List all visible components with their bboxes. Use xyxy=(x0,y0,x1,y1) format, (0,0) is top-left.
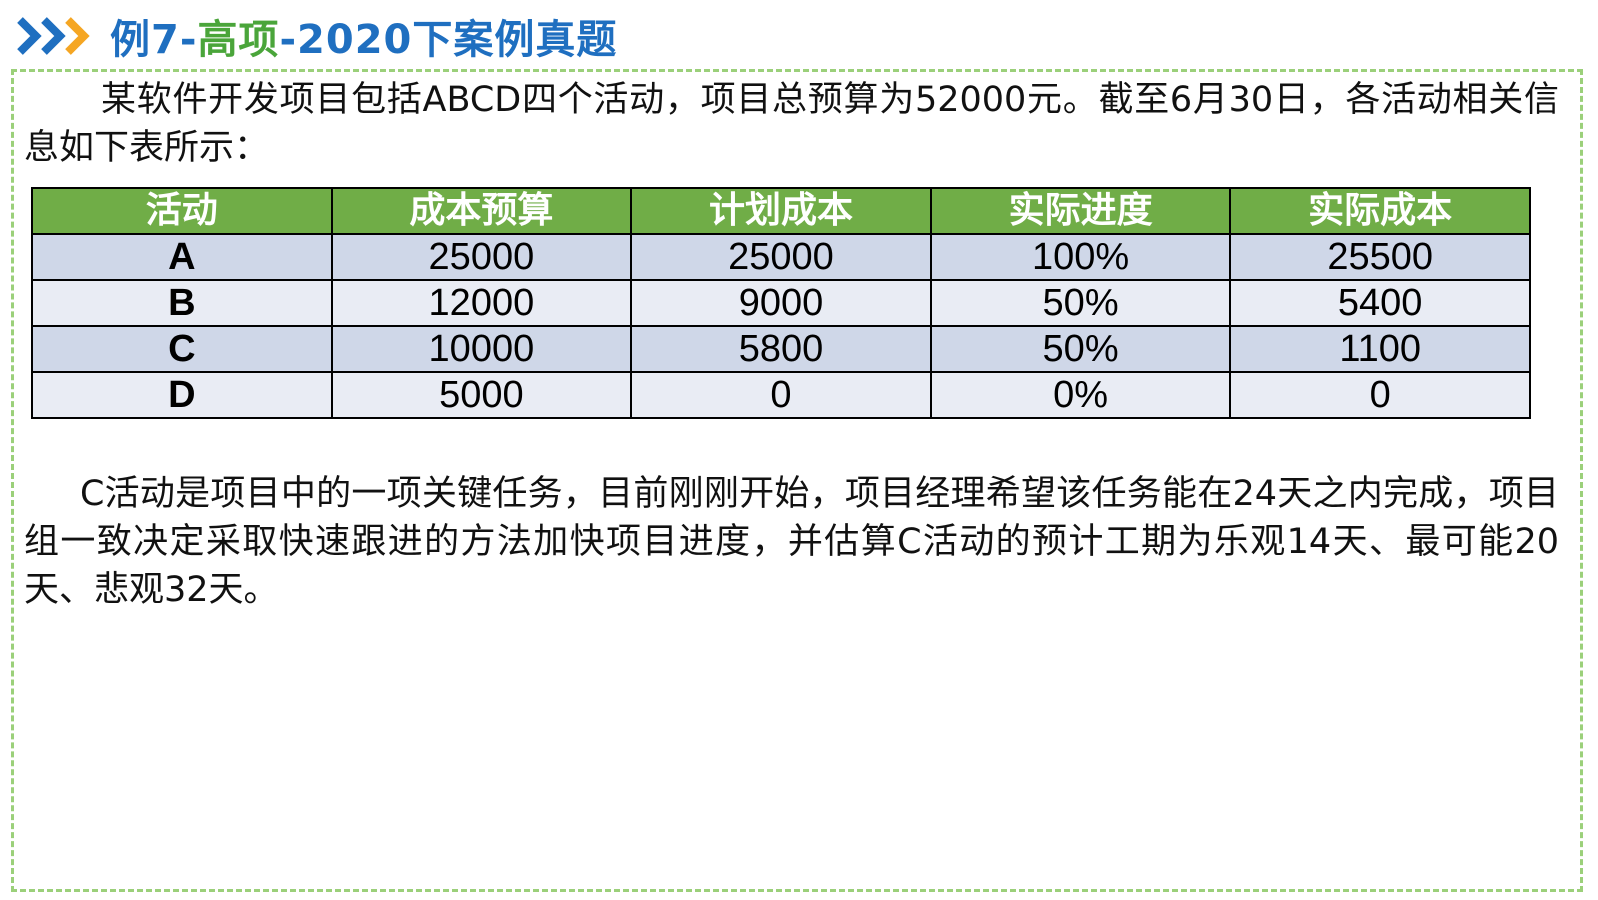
header-cost-budget: 成本预算 xyxy=(330,187,633,235)
cell-actual-cost: 5400 xyxy=(1229,279,1531,327)
page-title: 例7-高项-2020下案例真题 xyxy=(110,7,617,65)
header-planned-cost: 计划成本 xyxy=(630,187,932,235)
header-actual-progress: 实际进度 xyxy=(929,187,1232,235)
title-prefix: 例7- xyxy=(110,17,198,63)
cell-actual-progress: 50% xyxy=(929,325,1232,373)
table-row: A 25000 25000 100% 25500 xyxy=(31,233,1531,281)
cell-actual-progress: 0% xyxy=(929,371,1232,419)
header-activity: 活动 xyxy=(31,187,333,235)
cell-planned-cost: 25000 xyxy=(630,233,932,281)
cell-actual-progress: 100% xyxy=(929,233,1232,281)
cell-actual-cost: 25500 xyxy=(1229,233,1531,281)
cell-planned-cost: 0 xyxy=(630,371,932,419)
table-row: C 10000 5800 50% 1100 xyxy=(31,325,1531,373)
cell-planned-cost: 5800 xyxy=(630,325,932,373)
double-chevron-icon xyxy=(17,17,90,55)
activity-cost-table: 活动 成本预算 计划成本 实际进度 实际成本 A 25000 25000 100… xyxy=(31,187,1531,419)
table-row: B 12000 9000 50% 5400 xyxy=(31,279,1531,327)
cell-actual-cost: 1100 xyxy=(1229,325,1531,373)
cell-cost-budget: 5000 xyxy=(330,371,633,419)
cell-actual-progress: 50% xyxy=(929,279,1232,327)
header-actual-cost: 实际成本 xyxy=(1229,187,1531,235)
cell-activity: D xyxy=(31,371,333,419)
table-header-row: 活动 成本预算 计划成本 实际进度 实际成本 xyxy=(31,187,1531,235)
cell-activity: A xyxy=(31,233,333,281)
cell-activity: C xyxy=(31,325,333,373)
table-row: D 5000 0 0% 0 xyxy=(31,371,1531,419)
cell-cost-budget: 25000 xyxy=(330,233,633,281)
content-frame xyxy=(11,69,1583,892)
intro-paragraph: 某软件开发项目包括ABCD四个活动，项目总预算为52000元。截至6月30日，各… xyxy=(24,80,1559,168)
title-suffix: -2020下案例真题 xyxy=(279,17,618,63)
outro-paragraph: C活动是项目中的一项关键任务，目前刚刚开始，项目经理希望该任务能在24天之内完成… xyxy=(24,474,1559,610)
cell-actual-cost: 0 xyxy=(1229,371,1531,419)
cell-cost-budget: 10000 xyxy=(330,325,633,373)
cell-activity: B xyxy=(31,279,333,327)
title-bar: 例7-高项-2020下案例真题 xyxy=(16,8,617,64)
cell-cost-budget: 12000 xyxy=(330,279,633,327)
cell-planned-cost: 9000 xyxy=(630,279,932,327)
title-middle: 高项 xyxy=(197,17,280,63)
